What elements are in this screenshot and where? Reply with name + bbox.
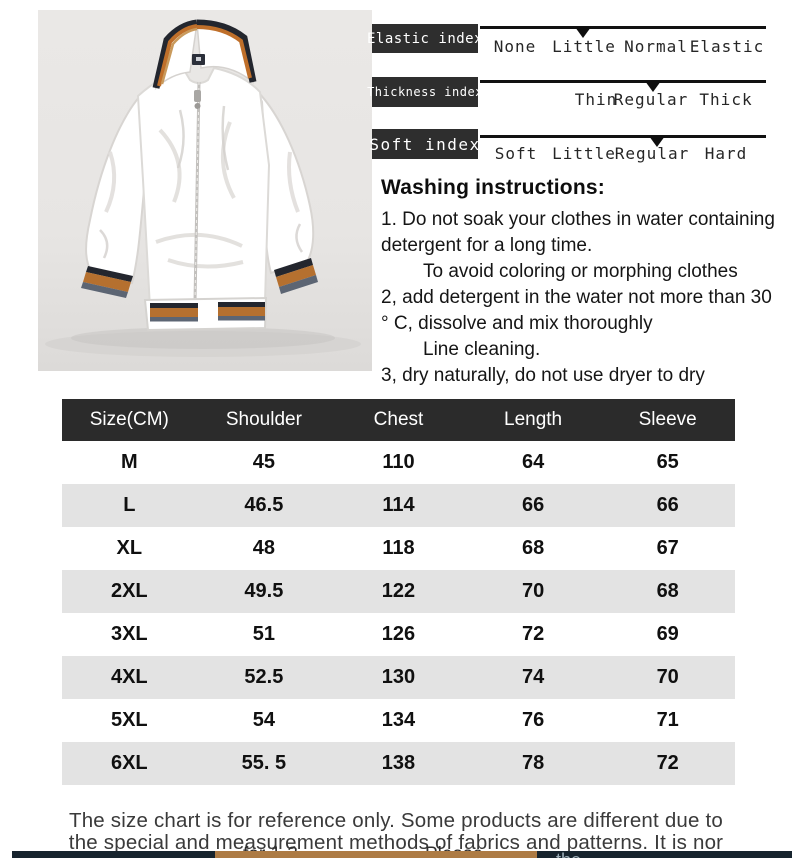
bottom-highlight-bar-dark [537, 851, 792, 858]
disclaimer-line-2: the special and measurement methods of f… [68, 830, 724, 854]
table-row: 3XL 51 126 72 69 [62, 613, 735, 656]
cell-value: 66 [600, 484, 735, 527]
disclaimer-clipped-fragment: Please [425, 844, 483, 851]
washing-line: 3, dry naturally, do not use dryer to dr… [381, 365, 705, 386]
cell-size: 6XL [62, 742, 197, 785]
jacket-graphic [45, 19, 361, 357]
cell-size: 2XL [62, 570, 197, 613]
elastic-option-normal: Normal [624, 37, 688, 56]
cell-value: 71 [600, 699, 735, 742]
thickness-index-scale-line [480, 80, 766, 83]
cell-value: 70 [600, 656, 735, 699]
cell-value: 46.5 [196, 484, 332, 527]
table-row: 6XL 55. 5 138 78 72 [62, 742, 735, 785]
cell-value: 69 [600, 613, 735, 656]
cell-value: 74 [465, 656, 601, 699]
cell-value: 130 [331, 656, 466, 699]
table-row: XL 48 118 68 67 [62, 527, 735, 570]
column-header-chest: Chest [331, 399, 466, 441]
table-row: L 46.5 114 66 66 [62, 484, 735, 527]
column-header-length: Length [465, 399, 601, 441]
disclaimer-clipped-fragment: the [556, 850, 581, 858]
soft-index-label: Soft index [369, 129, 479, 159]
elastic-option-none: None [493, 37, 537, 56]
soft-option-soft: Soft [494, 144, 538, 163]
table-row: M 45 110 64 65 [62, 441, 735, 484]
size-chart-table: Size(CM) Shoulder Chest Length Sleeve M … [62, 399, 735, 785]
table-row: 4XL 52.5 130 74 70 [62, 656, 735, 699]
disclaimer-line-1: The size chart is for reference only. So… [68, 809, 724, 832]
column-header-shoulder: Shoulder [196, 399, 332, 441]
bottom-highlight-bar-tan [215, 851, 537, 858]
thickness-option-thin: Thin [574, 90, 618, 109]
cell-size: 3XL [62, 613, 197, 656]
thickness-index-marker-icon [645, 81, 661, 92]
cell-value: 114 [331, 484, 466, 527]
elastic-option-elastic: Elastic [689, 37, 765, 56]
disclaimer-text: The size chart is for reference only. So… [0, 810, 792, 853]
cell-value: 64 [465, 441, 601, 484]
cell-size: 5XL [62, 699, 197, 742]
thickness-option-thick: Thick [699, 90, 753, 109]
cell-value: 72 [465, 613, 601, 656]
soft-index-marker-icon [649, 136, 665, 147]
soft-option-regular: Regular [614, 144, 690, 163]
cell-value: 66 [465, 484, 601, 527]
cell-value: 45 [196, 441, 332, 484]
cell-value: 51 [196, 613, 332, 656]
product-photo [38, 10, 372, 371]
cell-value: 55. 5 [196, 742, 332, 785]
cell-value: 49.5 [196, 570, 332, 613]
thickness-option-regular: Regular [613, 90, 689, 109]
cell-value: 67 [600, 527, 735, 570]
cell-size: L [62, 484, 197, 527]
washing-line: To avoid coloring or morphing clothes [423, 261, 738, 282]
soft-option-hard: Hard [704, 144, 748, 163]
elastic-index-marker-icon [575, 27, 591, 38]
washing-line: detergent for a long time. [381, 235, 593, 256]
cell-value: 68 [465, 527, 601, 570]
washing-instructions-title: Washing instructions: [381, 176, 605, 199]
elastic-index-scale-line [480, 26, 766, 29]
cell-value: 122 [331, 570, 466, 613]
cell-value: 52.5 [196, 656, 332, 699]
elastic-index-label: Elastic index [367, 24, 483, 53]
elastic-option-little: Little [552, 37, 616, 56]
column-header-sleeve: Sleeve [600, 399, 735, 441]
washing-instructions: Washing instructions: 1. Do not soak you… [381, 176, 792, 389]
washing-line: 2, add detergent in the water not more t… [381, 287, 772, 308]
cell-value: 78 [465, 742, 601, 785]
soft-option-little: Little [552, 144, 616, 163]
soft-index-scale-line [480, 135, 766, 138]
table-row: 5XL 54 134 76 71 [62, 699, 735, 742]
cell-size: 4XL [62, 656, 197, 699]
table-row: 2XL 49.5 122 70 68 [62, 570, 735, 613]
washing-line: 1. Do not soak your clothes in water con… [381, 209, 775, 230]
cell-value: 138 [331, 742, 466, 785]
size-chart-header-row: Size(CM) Shoulder Chest Length Sleeve [62, 399, 735, 441]
disclaimer-clipped-fragment: for 1-3 [243, 844, 298, 851]
column-header-size: Size(CM) [62, 399, 197, 441]
cell-value: 126 [331, 613, 466, 656]
cell-value: 68 [600, 570, 735, 613]
bottom-highlight-bar-dark [12, 851, 215, 858]
cell-value: 110 [331, 441, 466, 484]
cell-size: XL [62, 527, 197, 570]
cell-value: 72 [600, 742, 735, 785]
cell-size: M [62, 441, 197, 484]
cell-value: 76 [465, 699, 601, 742]
washing-line: ° C, dissolve and mix thoroughly [381, 313, 653, 334]
cell-value: 54 [196, 699, 332, 742]
cell-value: 118 [331, 527, 466, 570]
cell-value: 70 [465, 570, 601, 613]
cell-value: 65 [600, 441, 735, 484]
washing-line: Line cleaning. [423, 339, 541, 360]
cell-value: 134 [331, 699, 466, 742]
cell-value: 48 [196, 527, 332, 570]
thickness-index-label: Thickness index [367, 77, 482, 107]
